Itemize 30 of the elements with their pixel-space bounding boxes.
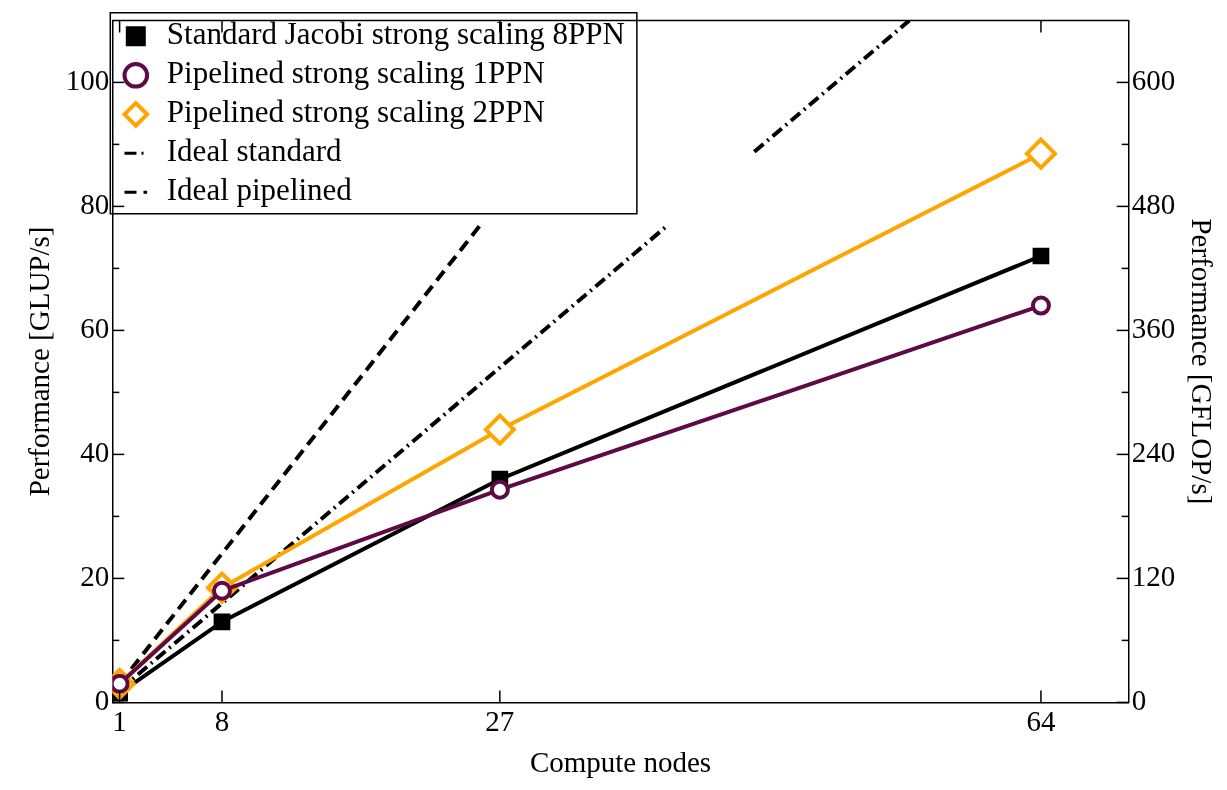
legend-label: Ideal standard [166,133,343,169]
point [1024,137,1057,170]
y2-tick-label: 120 [1131,560,1176,593]
y-tick-label: 20 [80,560,110,593]
y-tick-label: 100 [65,64,110,97]
point [213,613,231,631]
y2-tick-label: 0 [1131,684,1147,717]
y2-tick-label: 480 [1131,188,1176,221]
y2-axis-title: Performance [GFLOP/s] [1185,218,1218,505]
y-axis-title: Performance [GLUP/s] [23,226,56,497]
legend-label: Pipelined strong scaling 2PPN [166,94,545,130]
legend-label: Pipelined strong scaling 1PPN [166,55,545,91]
y-tick-label: 40 [80,436,110,469]
x-tick-label: 64 [1026,705,1056,738]
point [489,479,510,500]
y-tick-label: 60 [80,312,110,345]
x-tick-label: 27 [485,705,515,738]
legend-label: Standard Jacobi strong scaling 8PPN [166,16,625,52]
y2-tick-label: 360 [1131,312,1176,345]
y-tick-label: 80 [80,188,110,221]
y2-tick-label: 240 [1131,436,1176,469]
legend-label: Ideal pipelined [166,172,353,208]
point [1030,295,1051,316]
x-axis-title: Compute nodes [529,746,712,779]
y2-tick-label: 600 [1131,64,1176,97]
x-tick-label: 1 [112,705,127,738]
x-tick-label: 8 [214,705,230,738]
point [1032,247,1050,265]
point [483,413,516,446]
y-tick-label: 0 [94,684,110,717]
